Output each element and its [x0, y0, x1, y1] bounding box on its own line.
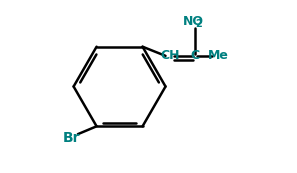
Text: C: C	[191, 48, 200, 62]
Text: NO: NO	[183, 15, 204, 28]
Text: Br: Br	[62, 131, 80, 145]
Text: CH: CH	[160, 48, 179, 62]
Text: Me: Me	[208, 48, 229, 62]
Text: 2: 2	[196, 19, 203, 29]
